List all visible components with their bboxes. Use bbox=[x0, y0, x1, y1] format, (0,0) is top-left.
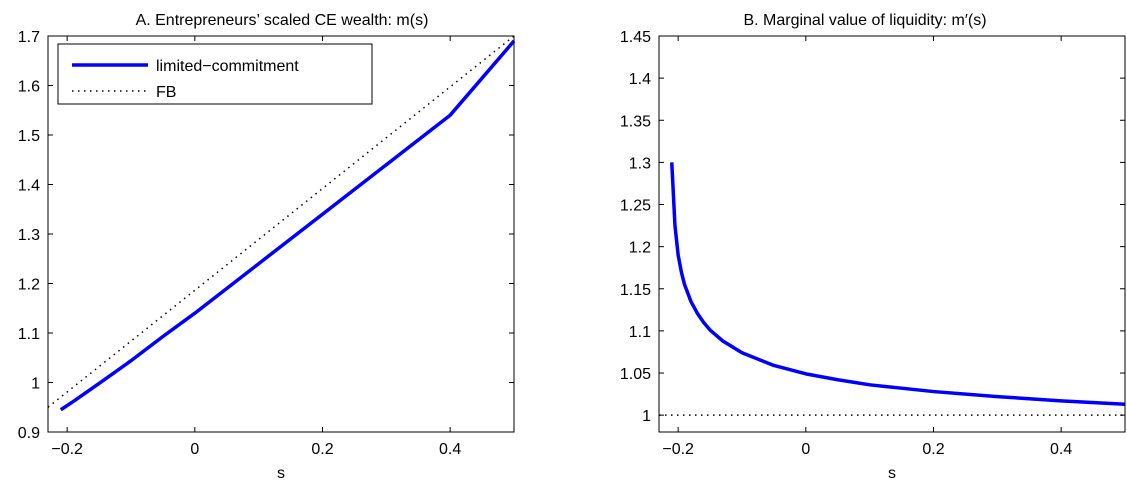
panel-b-x-tick-label: −0.2 bbox=[662, 441, 694, 458]
panel-b-title: B. Marginal value of liquidity: m′(s) bbox=[743, 12, 986, 29]
panel-a-y-tick-label: 1.2 bbox=[18, 277, 40, 294]
panel-b-y-tick-label: 1.25 bbox=[620, 198, 651, 215]
panel-b-y-ticks: 1 1.05 1.1 1.15 1.2 1.25 1.3 1.35 1.4 1.45 bbox=[620, 29, 1125, 425]
panel-b-x-tick-label: 0.2 bbox=[922, 441, 944, 458]
legend-label-limited-commitment: limited−commitment bbox=[156, 58, 299, 75]
panel-a-y-tick-label: 1 bbox=[31, 376, 40, 393]
panel-a-y-tick-label: 1.4 bbox=[18, 178, 40, 195]
panel-a-legend: limited−commitment FB bbox=[57, 43, 373, 105]
panel-a-x-tick-label: −0.2 bbox=[51, 441, 83, 458]
panel-a-x-axis-label: s bbox=[277, 465, 285, 482]
panel-b-chart: B. Marginal value of liquidity: m′(s) −0… bbox=[620, 12, 1126, 482]
panel-a-chart: A. Entrepreneurs’ scaled CE wealth: m(s)… bbox=[18, 12, 516, 482]
panel-a-x-ticks: −0.2 0 0.2 0.4 bbox=[51, 36, 461, 458]
panel-a-y-tick-label: 1.3 bbox=[18, 227, 40, 244]
legend-box bbox=[57, 43, 373, 105]
panel-a-y-tick-label: 1.6 bbox=[18, 79, 40, 96]
panel-b-x-ticks: −0.2 0 0.2 0.4 bbox=[662, 36, 1072, 458]
legend-label-fb: FB bbox=[156, 84, 176, 101]
panel-a-x-tick-label: 0.2 bbox=[311, 441, 333, 458]
panel-b-y-tick-label: 1.15 bbox=[620, 282, 651, 299]
panel-b-y-tick-label: 1.35 bbox=[620, 113, 651, 130]
panel-a-x-tick-label: 0.4 bbox=[439, 441, 461, 458]
panel-b-x-axis-label: s bbox=[888, 465, 896, 482]
panel-a-y-tick-label: 1.5 bbox=[18, 128, 40, 145]
panel-b-y-tick-label: 1 bbox=[642, 408, 651, 425]
panel-b-y-tick-label: 1.05 bbox=[620, 366, 651, 383]
panel-a-y-ticks: 0.9 1 1.1 1.2 1.3 1.4 1.5 1.6 1.7 bbox=[18, 29, 514, 442]
panel-b-y-tick-label: 1.45 bbox=[620, 29, 651, 46]
panel-a-lines bbox=[47, 35, 516, 412]
panel-b-y-tick-label: 1.1 bbox=[629, 324, 651, 341]
panel-b-y-tick-label: 1.4 bbox=[629, 71, 651, 88]
panel-a-y-tick-label: 0.9 bbox=[18, 425, 40, 442]
panel-b-series-solid-line bbox=[670, 162, 1126, 406]
panel-b-lines bbox=[659, 162, 1126, 416]
panel-b-y-tick-label: 1.2 bbox=[629, 240, 651, 257]
panel-a-y-tick-label: 1.1 bbox=[18, 326, 40, 343]
panel-a-x-tick-label: 0 bbox=[190, 441, 199, 458]
panel-a-title: A. Entrepreneurs’ scaled CE wealth: m(s) bbox=[136, 12, 429, 29]
panel-b-x-tick-label: 0.4 bbox=[1050, 441, 1072, 458]
panel-b-x-tick-label: 0 bbox=[801, 441, 810, 458]
panel-a-series-solid-line bbox=[59, 39, 516, 412]
panel-b-axes-box bbox=[658, 35, 1126, 433]
panel-b-y-tick-label: 1.3 bbox=[629, 155, 651, 172]
panel-a-y-tick-label: 1.7 bbox=[18, 29, 40, 46]
